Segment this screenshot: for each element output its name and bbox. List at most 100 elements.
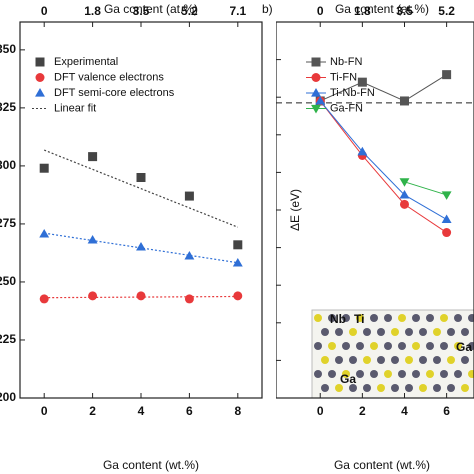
marker	[88, 152, 98, 162]
atom	[447, 328, 455, 336]
x-top-tick-label: 7.1	[229, 4, 246, 18]
plot-frame	[276, 21, 474, 399]
inset-label: Ga	[456, 340, 472, 354]
atom	[342, 314, 350, 322]
atom	[314, 314, 322, 322]
marker	[399, 178, 410, 187]
y-tick-label: 350	[0, 42, 16, 56]
atom	[314, 370, 322, 378]
x-axis-label: Ga content (wt.%)	[334, 458, 430, 472]
x-tick-label: 4	[401, 404, 408, 418]
inset-label: Ga	[340, 372, 356, 386]
y-tick-label: -1	[261, 52, 272, 66]
atom	[384, 314, 392, 322]
atom	[321, 356, 329, 364]
marker	[441, 191, 452, 200]
atom	[398, 370, 406, 378]
panel: 0 2 4 6 8 0 1.8 3.5 5.2 7.1	[19, 4, 263, 418]
atom	[405, 356, 413, 364]
x-tick-label: 0	[317, 404, 324, 418]
atom	[328, 370, 336, 378]
marker	[311, 88, 321, 97]
x-top-tick-label: 5.2	[438, 4, 455, 18]
atom	[370, 314, 378, 322]
series-line	[319, 100, 447, 220]
atom	[356, 314, 364, 322]
atom	[405, 384, 413, 392]
atom	[335, 384, 343, 392]
y-tick-label: 0	[265, 14, 272, 28]
x-tick-label: 6	[443, 404, 450, 418]
atom	[412, 370, 420, 378]
atom	[321, 384, 329, 392]
atom	[391, 356, 399, 364]
x-top-tick-label: 1.8	[84, 4, 101, 18]
marker	[35, 88, 45, 97]
atom	[335, 356, 343, 364]
marker	[88, 291, 98, 301]
x-tick-label: 2	[359, 404, 366, 418]
x-tick-label: 6	[186, 404, 193, 418]
marker	[442, 70, 452, 80]
marker	[233, 291, 243, 301]
y-tick-label: -2	[261, 89, 272, 103]
marker	[315, 96, 326, 105]
atom	[419, 328, 427, 336]
atom	[391, 328, 399, 336]
atom	[335, 328, 343, 336]
top-axis-label: Ga content (at.%)	[335, 2, 429, 16]
atom	[377, 328, 385, 336]
x-tick-label: 2	[89, 404, 96, 418]
atom	[454, 342, 462, 350]
marker	[311, 73, 321, 82]
atom	[370, 342, 378, 350]
atom	[349, 384, 357, 392]
atom	[377, 356, 385, 364]
fit-line	[43, 149, 239, 228]
x-top-tick-label: 3.5	[133, 4, 150, 18]
atom	[454, 370, 462, 378]
y-tick-label: 325	[0, 100, 16, 114]
atom	[314, 342, 322, 350]
y-tick-label: -8	[261, 315, 272, 329]
marker	[311, 57, 321, 67]
marker	[232, 257, 243, 267]
y-tick-label: 200	[0, 390, 16, 404]
atom	[328, 314, 336, 322]
y-tick-label: -9	[261, 353, 272, 367]
atom	[468, 342, 474, 350]
marker	[311, 104, 321, 114]
atom	[433, 328, 441, 336]
marker	[184, 251, 195, 260]
atom	[461, 328, 469, 336]
x-top-tick-label: 5.2	[181, 4, 198, 18]
atom	[384, 342, 392, 350]
y-tick-label: 300	[0, 158, 16, 172]
atom	[342, 342, 350, 350]
atom	[426, 314, 434, 322]
x-top-tick-label: 3.5	[396, 4, 413, 18]
atom	[328, 342, 336, 350]
x-tick-label: 0	[41, 404, 48, 418]
atom	[426, 370, 434, 378]
marker	[136, 241, 146, 251]
x-tick-label: 8	[234, 404, 241, 418]
atom	[363, 356, 371, 364]
inset-label: Nb	[330, 312, 346, 326]
marker	[184, 294, 194, 304]
atom	[440, 342, 448, 350]
atom	[405, 328, 413, 336]
marker	[39, 294, 49, 304]
atom	[461, 384, 469, 392]
series-line	[320, 74, 447, 102]
marker	[136, 291, 146, 301]
marker	[233, 240, 243, 250]
atom	[440, 370, 448, 378]
legend-label: Ga-FN	[330, 102, 363, 114]
atom	[398, 314, 406, 322]
marker	[184, 191, 194, 201]
atom	[454, 314, 462, 322]
legend-label: Ti-Nb-FN	[330, 87, 375, 99]
y-tick-label: -4	[261, 165, 272, 179]
